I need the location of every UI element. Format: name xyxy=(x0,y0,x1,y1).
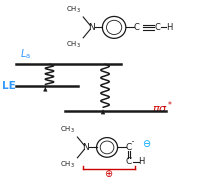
Text: $\oplus$: $\oplus$ xyxy=(104,168,114,179)
Text: LE: LE xyxy=(2,81,16,91)
Text: CH$_3$: CH$_3$ xyxy=(66,5,81,15)
Text: $\pi\sigma^*$: $\pi\sigma^*$ xyxy=(152,99,173,116)
Text: ·: · xyxy=(131,136,135,149)
Text: N: N xyxy=(82,143,89,152)
Text: $\mathit{L}_{\mathrm{a}}$: $\mathit{L}_{\mathrm{a}}$ xyxy=(20,48,31,61)
Text: N: N xyxy=(88,23,95,32)
Text: C: C xyxy=(154,23,160,32)
Text: H: H xyxy=(166,23,173,32)
Text: C: C xyxy=(126,157,132,166)
Text: C: C xyxy=(133,23,139,32)
Text: CH$_3$: CH$_3$ xyxy=(60,160,75,170)
Text: CH$_3$: CH$_3$ xyxy=(60,125,75,135)
Text: H: H xyxy=(139,157,145,166)
Text: $\ominus$: $\ominus$ xyxy=(142,138,152,149)
Text: CH$_3$: CH$_3$ xyxy=(66,40,81,50)
Text: C: C xyxy=(126,143,132,152)
